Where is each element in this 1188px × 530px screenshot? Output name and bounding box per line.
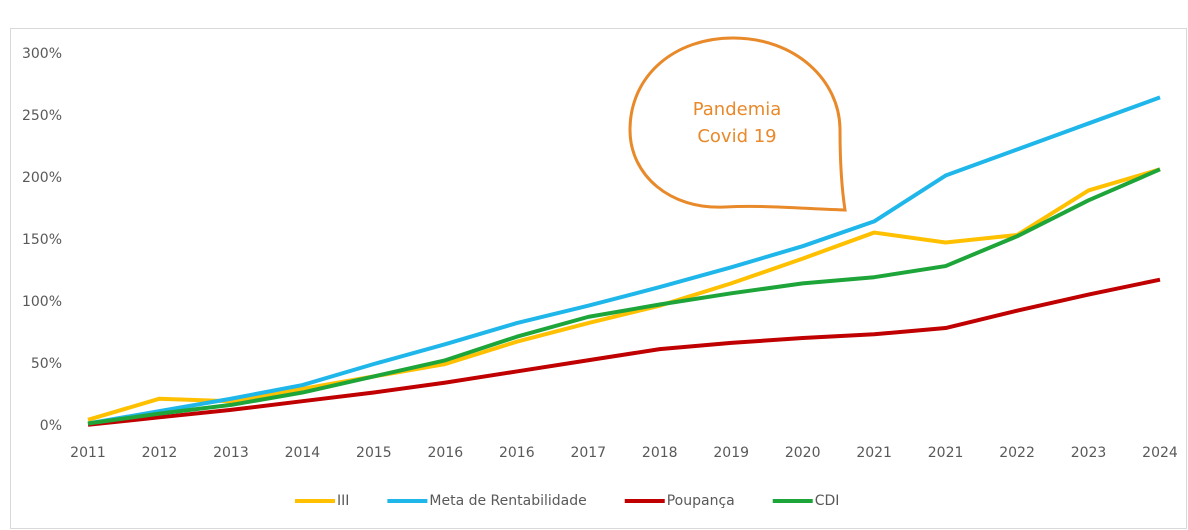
x-tick-label: 2016 bbox=[428, 445, 464, 461]
x-tick-label: 2022 bbox=[999, 445, 1035, 461]
x-tick-label: 2024 bbox=[1142, 445, 1178, 461]
y-tick-label: 0% bbox=[40, 418, 62, 434]
series-line bbox=[87, 277, 1161, 427]
y-tick-label: 100% bbox=[22, 294, 62, 310]
y-tick-label: 150% bbox=[22, 232, 62, 248]
x-tick-label: 2023 bbox=[1071, 445, 1107, 461]
x-tick-label: 2014 bbox=[285, 445, 321, 461]
series-line bbox=[87, 95, 1161, 426]
y-tick-label: 50% bbox=[31, 356, 62, 372]
x-tick-label: 2011 bbox=[70, 445, 106, 461]
x-tick-label: 2021 bbox=[856, 445, 892, 461]
legend-label: Poupança bbox=[667, 493, 735, 509]
annotation: Covid 19 bbox=[697, 126, 776, 147]
x-tick-label: 2018 bbox=[642, 445, 678, 461]
legend-label: Meta de Rentabilidade bbox=[429, 493, 586, 509]
x-tick-label: 2016 bbox=[499, 445, 535, 461]
chart-frame bbox=[10, 28, 1187, 529]
y-tick-label: 200% bbox=[22, 170, 62, 186]
x-tick-label: 2021 bbox=[928, 445, 964, 461]
legend-label: CDI bbox=[815, 493, 840, 509]
x-tick-label: 2020 bbox=[785, 445, 821, 461]
annotation: Pandemia bbox=[693, 99, 782, 120]
x-tick-label: 2017 bbox=[570, 445, 606, 461]
x-tick-label: 2019 bbox=[713, 445, 749, 461]
y-tick-label: 250% bbox=[22, 108, 62, 124]
legend-label: III bbox=[337, 493, 349, 509]
series-line bbox=[87, 167, 1161, 426]
x-tick-label: 2015 bbox=[356, 445, 392, 461]
x-tick-label: 2013 bbox=[213, 445, 249, 461]
y-tick-label: 300% bbox=[22, 46, 62, 62]
callout bbox=[628, 36, 847, 212]
series-line bbox=[87, 167, 1161, 422]
x-tick-label: 2012 bbox=[142, 445, 178, 461]
